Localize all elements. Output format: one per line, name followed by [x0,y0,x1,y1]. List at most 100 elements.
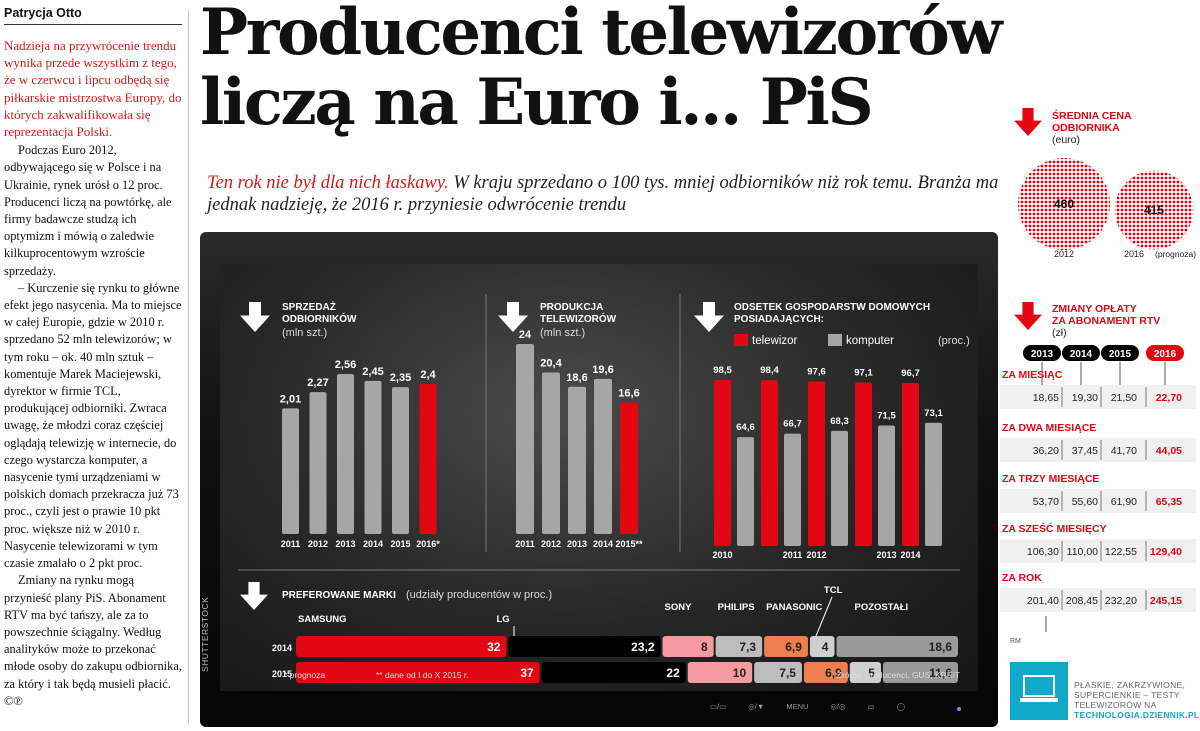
tv-button-label: ▭/▭ [710,702,727,711]
bar-value-label: 2,45 [362,366,383,378]
chart-unit: (zł) [1052,327,1067,339]
bar-value-label: 97,6 [807,367,826,378]
power-led [957,707,961,711]
legend-swatch-telewizor [734,334,748,346]
chart-unit: (euro) [1052,134,1080,146]
series-name-label: SAMSUNG [298,614,347,625]
x-tick-label: 2015 [390,539,410,549]
bar [714,380,731,546]
bar-value-label: 19,6 [592,364,613,376]
bar [542,372,560,534]
bar-value-label: 64,6 [736,422,755,433]
bar-value-label: 2,01 [280,393,301,405]
segment-value-label: 18,6 [929,640,953,654]
table-row-bg [1000,588,1196,612]
table-cell-value: 106,30 [1027,546,1059,558]
segment-value-label: 10 [733,666,747,680]
chart-title: ODSETEK GOSPODARSTW DOMOWYCH [734,302,930,313]
bar [878,425,895,546]
bar-value-label: 71,5 [877,411,896,422]
year-pill-label: 2015 [1109,349,1132,360]
tv-buttons: ▭/▭ ◎/▼ MENU ◎/◎ ▭ ◯ [710,702,905,711]
price-bubble [1018,158,1110,250]
stacked-bar-segment [882,662,958,683]
year-pill-label: 2014 [1070,349,1093,360]
series-name-label: SONY [665,602,693,613]
legend-label: komputer [846,335,894,347]
table-cell-value: 245,15 [1150,595,1182,607]
segment-value-label: 4 [822,640,829,654]
bar-value-label: 18,6 [566,372,587,384]
series-name-label: LG [496,614,509,625]
table-cell-value: 61,90 [1111,496,1137,508]
article-body: Podczas Euro 2012, odbywającego się w Po… [4,142,182,710]
stacked-bar-segment [662,636,714,657]
headline: Producenci telewizorów liczą na Euro i..… [200,0,1030,138]
x-tick-label: 2013 [335,539,355,549]
table-cell-value: 110,00 [1067,546,1098,558]
table-row-bg [1000,539,1196,563]
bar [620,402,638,534]
table-cell-value: 65,35 [1156,496,1182,508]
article-paragraph: – Kurczenie się rynku to główne efekt je… [4,280,182,571]
article-lead: Nadzieja na przywrócenie trendu wynika p… [4,38,182,140]
stacked-bar-segment [836,636,958,657]
tv-button-label: ◯ [896,702,906,711]
segment-value-label: 6,9 [785,640,802,654]
promo-banner[interactable] [1010,662,1068,720]
table-cell-value: 208,45 [1066,595,1098,607]
x-tick-label: 2010 [712,550,732,560]
chart-title: ZMIANY OPŁATY [1052,303,1137,315]
down-arrow-icon [240,582,268,610]
table-cell-value: 55,60 [1072,496,1098,508]
bar-value-label: 96,7 [901,368,920,379]
year-pill-label: 2016 [1154,349,1177,360]
down-arrow-icon [498,302,528,332]
stacked-bar-segment [849,662,881,683]
series-name-label: PANASONIC [766,602,822,613]
segment-value-label: 22 [666,666,680,680]
source-note: Źródło: producenci, GUS, KRRiT [837,670,960,680]
bubble-category-label: 2016 [1124,249,1144,259]
segment-value-label: 11,6 [929,666,952,680]
bar [925,422,942,546]
stacked-bar-segment [687,662,753,683]
segment-value-label: 37 [520,666,534,680]
tv-frame: SPRZEDAŻ ODBIORNIKÓW (mln szt.) 2,01 2011 2,2… [200,232,998,727]
bar [419,384,437,534]
chart-unit: (mln szt.) [540,327,585,339]
promo-link[interactable]: TECHNOLOGIA.DZIENNIK.PL [1074,710,1200,720]
bar-value-label: 98,4 [760,365,779,376]
headline-line: liczą na Euro i... PiS [200,65,874,140]
bar [364,380,382,534]
stacked-bar-segment [754,662,802,683]
stacked-bar-segment [296,636,507,657]
bar [737,437,754,546]
bubble-category-note: (prognoza) [1155,249,1196,259]
stacked-bar-segment [296,662,540,683]
chart-unit: (udziały producentów w proc.) [406,589,552,601]
x-tick-label: 2012 [541,539,561,549]
bar [282,408,299,534]
year-pill [1023,345,1061,361]
bar [594,378,612,534]
label-leader-line [815,596,833,637]
promo-text[interactable]: PŁASKIE, ZAKRZYWIONE, SUPERCIENKIE – TES… [1074,680,1200,720]
bubble-value-label: 415 [1144,203,1164,217]
bar-value-label: 97,1 [854,367,873,378]
bar-value-label: 68,3 [830,416,849,427]
bar [337,374,354,534]
bar-value-label: 2,27 [307,377,328,389]
bar [309,392,327,534]
x-tick-label: 2012 [308,539,328,549]
table-row-bg [1000,489,1196,513]
x-tick-label: 2015** [615,539,643,549]
segment-value-label: 6,9 [825,666,842,680]
stacked-bar-segment [764,636,808,657]
tv-button-label: ◎/▼ [748,702,765,711]
legend-label: telewizor [752,335,798,347]
bar-value-label: 24 [519,329,532,341]
segment-value-label: 7,5 [779,666,796,680]
